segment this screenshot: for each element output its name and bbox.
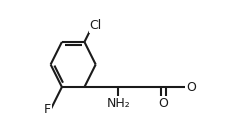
Text: Cl: Cl [90,19,102,32]
Text: F: F [44,103,51,116]
Text: NH₂: NH₂ [106,97,130,110]
Text: O: O [158,97,168,110]
Text: O: O [186,81,196,94]
